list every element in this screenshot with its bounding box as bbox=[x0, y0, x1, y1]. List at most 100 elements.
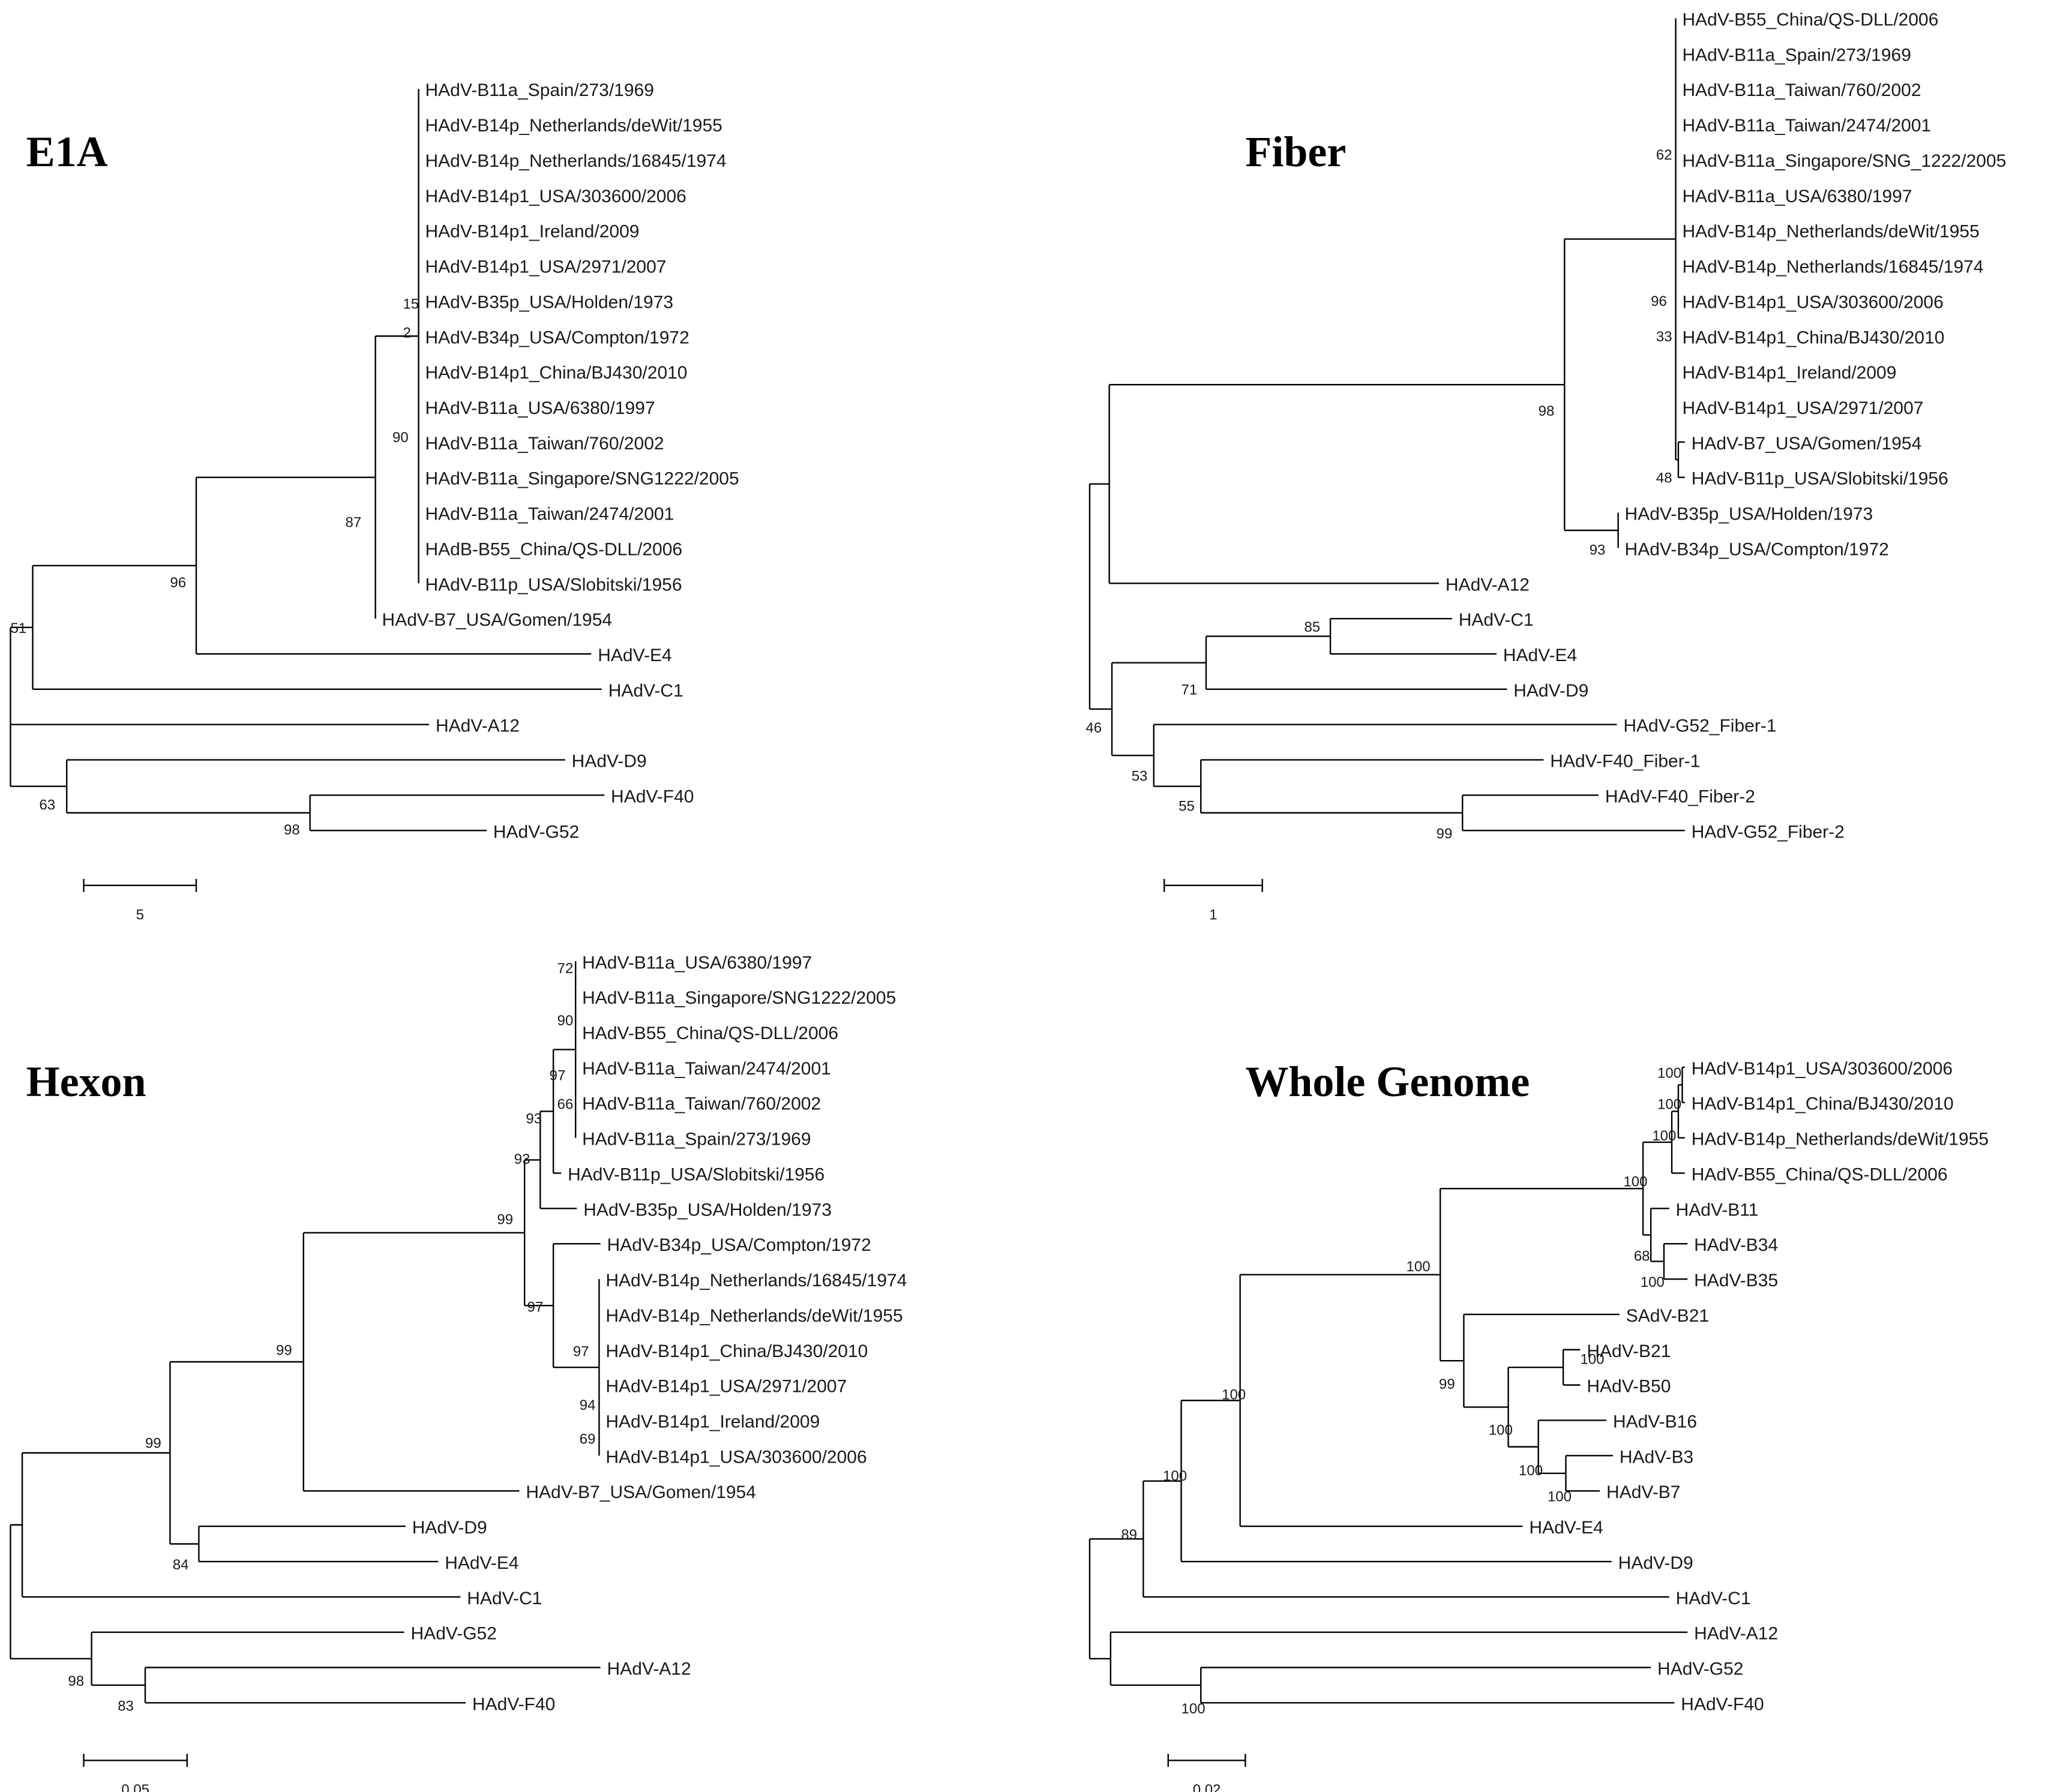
bootstrap-value: 98 bbox=[68, 1673, 84, 1689]
bootstrap-value: 2 bbox=[403, 325, 410, 341]
tree-panel-2: Fiber HAdV-B55_China/QS-DLL/2006 HAdV-B11a… bbox=[1086, 10, 2006, 923]
leaf-label: HAdV-B34 bbox=[1694, 1235, 1778, 1255]
bootstrap-value: 99 bbox=[1437, 826, 1453, 842]
leaf-label: HAdV-B7_USA/Gomen/1954 bbox=[1692, 434, 1922, 454]
leaf-label: HAdV-B35p_USA/Holden/1973 bbox=[425, 292, 674, 312]
leaf-label: HAdV-B34p_USA/Compton/1972 bbox=[1625, 539, 1889, 559]
leaf-label: HAdV-A12 bbox=[1446, 575, 1530, 595]
leaf-label: HAdV-B14p1_China/BJ430/2010 bbox=[1682, 328, 1944, 347]
bootstrap-value: 83 bbox=[118, 1698, 134, 1714]
scale-bar: 0.02 bbox=[1167, 1754, 1246, 1792]
leaf-label: HAdV-B11p_USA/Slobitski/1956 bbox=[568, 1164, 824, 1184]
leaf-label: HAdV-B14p1_Ireland/2009 bbox=[605, 1412, 820, 1431]
bootstrap-value: 100 bbox=[1623, 1173, 1647, 1190]
leaf-label: HAdV-B14p_Netherlands/deWit/1955 bbox=[605, 1306, 902, 1326]
bootstrap-value: 97 bbox=[573, 1344, 589, 1360]
leaf-label: HAdV-B11p_USA/Slobitski/1956 bbox=[1692, 469, 1948, 489]
leaf-label: HAdV-B14p1_China/BJ430/2010 bbox=[1692, 1094, 1954, 1114]
bootstrap-value: 100 bbox=[1519, 1463, 1543, 1479]
leaf-label: HAdV-E4 bbox=[598, 646, 671, 665]
bootstrap-value: 94 bbox=[580, 1397, 596, 1413]
bootstrap-value: 100 bbox=[1641, 1274, 1665, 1290]
leaf-label: HAdV-B14p1_USA/2971/2007 bbox=[1682, 398, 1923, 418]
bootstrap-value: 53 bbox=[1132, 768, 1148, 784]
bootstrap-value: 100 bbox=[1222, 1387, 1246, 1403]
bootstrap-value: 100 bbox=[1580, 1352, 1604, 1368]
leaf-label: HAdV-B11a_Taiwan/2474/2001 bbox=[582, 1059, 831, 1079]
leaf-label: HAdV-B34p_USA/Compton/1972 bbox=[425, 328, 689, 347]
leaf-label: HAdV-B11a_Spain/273/1969 bbox=[425, 80, 654, 100]
bootstrap-value: 89 bbox=[1121, 1527, 1137, 1543]
bootstrap-value: 100 bbox=[1407, 1259, 1431, 1275]
leaf-label: HAdV-B34p_USA/Compton/1972 bbox=[607, 1235, 871, 1255]
bootstrap-value: 97 bbox=[550, 1068, 566, 1084]
leaf-label: HAdV-B21 bbox=[1587, 1341, 1671, 1361]
bootstrap-value: 93 bbox=[514, 1151, 530, 1167]
leaf-label: HAdV-F40_Fiber-1 bbox=[1550, 752, 1700, 772]
leaf-label: HAdV-C1 bbox=[1676, 1589, 1751, 1608]
leaf-label: HAdV-B14p1_Ireland/2009 bbox=[425, 222, 640, 242]
bootstrap-value: 69 bbox=[580, 1431, 596, 1448]
leaf-label: HAdV-C1 bbox=[467, 1589, 542, 1608]
tree-panel-1: E1A HAdV-B11a_Spain/273/1969 HAdV-B14p_Net… bbox=[10, 80, 739, 923]
leaf-label: HAdV-B11a_Taiwan/760/2002 bbox=[1682, 80, 1921, 100]
leaf-label: HAdV-C1 bbox=[1459, 610, 1534, 630]
bootstrap-value: 100 bbox=[1163, 1468, 1187, 1484]
bootstrap-value: 100 bbox=[1657, 1097, 1681, 1113]
leaf-label: HAdV-A12 bbox=[607, 1659, 691, 1679]
leaf-label: HAdV-B14p_Netherlands/16845/1974 bbox=[605, 1271, 907, 1290]
bootstrap-value: 90 bbox=[557, 1013, 574, 1029]
leaf-label: HAdV-B11a_Taiwan/2474/2001 bbox=[1682, 116, 1931, 136]
bootstrap-value: 99 bbox=[497, 1211, 513, 1227]
leaf-label: HAdV-B35p_USA/Holden/1973 bbox=[583, 1200, 832, 1220]
leaf-label: HAdV-D9 bbox=[412, 1518, 487, 1538]
bootstrap-value: 93 bbox=[1590, 542, 1606, 558]
leaf-label: HAdV-B14p_Netherlands/deWit/1955 bbox=[425, 116, 722, 136]
leaf-label: HAdV-D9 bbox=[1618, 1553, 1693, 1573]
bootstrap-value: 98 bbox=[1539, 403, 1555, 419]
leaf-label: HAdV-B11a_Taiwan/2474/2001 bbox=[425, 505, 674, 524]
panel-title: E1A bbox=[26, 128, 108, 176]
scale-bar-label: 1 bbox=[1209, 907, 1217, 923]
leaf-label: HAdV-B11a_Taiwan/760/2002 bbox=[425, 434, 664, 454]
tree-panel-3: Hexon HAdV-B11a_USA/6380/1997 HAdV-B11a_Si… bbox=[10, 953, 907, 1792]
bootstrap-value: 66 bbox=[557, 1097, 574, 1113]
leaf-label: HAdV-D9 bbox=[572, 752, 647, 772]
panel-title: Fiber bbox=[1245, 128, 1346, 176]
leaf-label: HAdV-B11a_Singapore/SNG1222/2005 bbox=[582, 988, 896, 1008]
bootstrap-value: 99 bbox=[145, 1435, 161, 1451]
leaf-label: HAdV-B14p_Netherlands/16845/1974 bbox=[1682, 257, 1983, 277]
leaf-label: HAdV-C1 bbox=[608, 681, 683, 701]
bootstrap-value: 100 bbox=[1182, 1701, 1206, 1717]
leaf-label: HAdV-B14p1_USA/303600/2006 bbox=[1682, 292, 1943, 312]
leaf-label: HAdV-G52 bbox=[493, 822, 579, 842]
leaf-label: HAdV-B11a_Singapore/SNG_1222/2005 bbox=[1682, 151, 2006, 171]
bootstrap-value: 72 bbox=[557, 960, 574, 977]
bootstrap-value: 97 bbox=[527, 1299, 544, 1316]
leaf-label: HAdV-B14p1_China/BJ430/2010 bbox=[605, 1341, 868, 1361]
leaf-label: HAdV-B7_USA/Gomen/1954 bbox=[382, 610, 613, 630]
leaf-label: HAdV-B11a_USA/6380/1997 bbox=[425, 398, 655, 418]
leaf-label: HAdV-B50 bbox=[1587, 1377, 1671, 1397]
bootstrap-value: 96 bbox=[170, 575, 186, 591]
leaf-label: HAdV-B14p1_USA/303600/2006 bbox=[425, 187, 686, 206]
bootstrap-value: 100 bbox=[1548, 1489, 1572, 1505]
leaf-label: HAdV-B11 bbox=[1676, 1200, 1759, 1220]
leaf-label: HAdV-G52 bbox=[1657, 1659, 1743, 1679]
leaf-label: HAdV-G52 bbox=[411, 1624, 497, 1644]
scale-bar-label: 0.05 bbox=[121, 1782, 149, 1792]
leaf-label: HAdV-B14p1_China/BJ430/2010 bbox=[425, 363, 688, 383]
leaf-label: HAdV-B7 bbox=[1606, 1482, 1680, 1502]
leaf-label: HAdV-B14p_Netherlands/16845/1974 bbox=[425, 151, 727, 171]
leaf-label: HAdV-B11a_Spain/273/1969 bbox=[1682, 45, 1911, 65]
bootstrap-value: 46 bbox=[1086, 720, 1102, 736]
scale-bar: 0.05 bbox=[83, 1754, 188, 1792]
leaf-label: HAdV-B35p_USA/Holden/1973 bbox=[1625, 505, 1873, 524]
leaf-label: HAdV-E4 bbox=[1503, 646, 1577, 665]
bootstrap-value: 33 bbox=[1656, 329, 1672, 345]
leaf-label: HAdV-B11a_Spain/273/1969 bbox=[582, 1130, 811, 1149]
panel-title: Hexon bbox=[26, 1058, 146, 1106]
scale-bar: 5 bbox=[83, 878, 197, 923]
